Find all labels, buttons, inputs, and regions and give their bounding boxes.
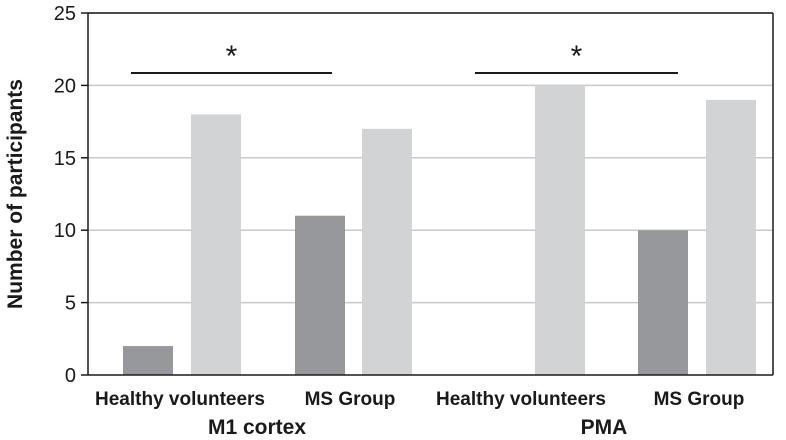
bar-1-1-1 (123, 346, 173, 375)
y-axis-title: Number of participants (4, 79, 27, 309)
category-label: Healthy volunteers (95, 389, 265, 410)
significance-marker: * (226, 40, 238, 73)
bar-2-1-2 (535, 85, 585, 376)
bar-1-1-2 (191, 114, 241, 376)
y-tick-label: 5 (65, 293, 76, 315)
category-label: MS Group (305, 389, 396, 410)
bar-1-2-2 (362, 128, 412, 375)
y-tick-label: 10 (54, 220, 76, 242)
category-label: Healthy volunteers (436, 389, 606, 410)
y-tick-label: 20 (54, 75, 76, 97)
group-label: PMA (581, 416, 628, 439)
bar-1-2-1 (295, 215, 345, 375)
y-tick-label: 25 (54, 3, 76, 25)
y-tick-label: 0 (65, 365, 76, 387)
group-label: M1 cortex (208, 416, 306, 439)
significance-marker: * (571, 40, 583, 73)
y-tick-label: 15 (54, 148, 76, 170)
bar-2-2-1 (638, 230, 688, 375)
bar-2-2-2 (706, 99, 756, 375)
category-label: MS Group (654, 389, 745, 410)
